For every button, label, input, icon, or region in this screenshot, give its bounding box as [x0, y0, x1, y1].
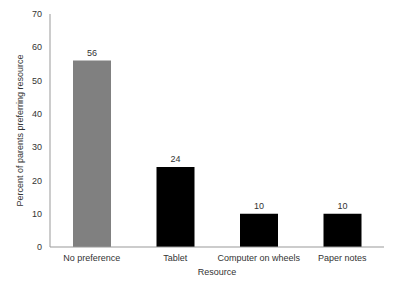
- svg-text:10: 10: [32, 209, 42, 219]
- svg-text:Computer on wheels: Computer on wheels: [217, 253, 300, 263]
- svg-text:No preference: No preference: [63, 253, 120, 263]
- svg-text:50: 50: [32, 76, 42, 86]
- svg-text:30: 30: [32, 142, 42, 152]
- svg-text:Tablet: Tablet: [163, 253, 188, 263]
- svg-text:40: 40: [32, 109, 42, 119]
- svg-text:10: 10: [337, 201, 347, 211]
- svg-text:Paper notes: Paper notes: [318, 253, 367, 263]
- svg-text:20: 20: [32, 176, 42, 186]
- svg-text:0: 0: [37, 242, 42, 252]
- svg-text:Resource: Resource: [198, 267, 237, 277]
- svg-text:70: 70: [32, 9, 42, 19]
- svg-text:Percent of parents preferring: Percent of parents preferring resource: [15, 54, 25, 206]
- svg-text:10: 10: [254, 201, 264, 211]
- svg-text:24: 24: [170, 154, 180, 164]
- svg-text:56: 56: [87, 48, 97, 58]
- svg-text:60: 60: [32, 42, 42, 52]
